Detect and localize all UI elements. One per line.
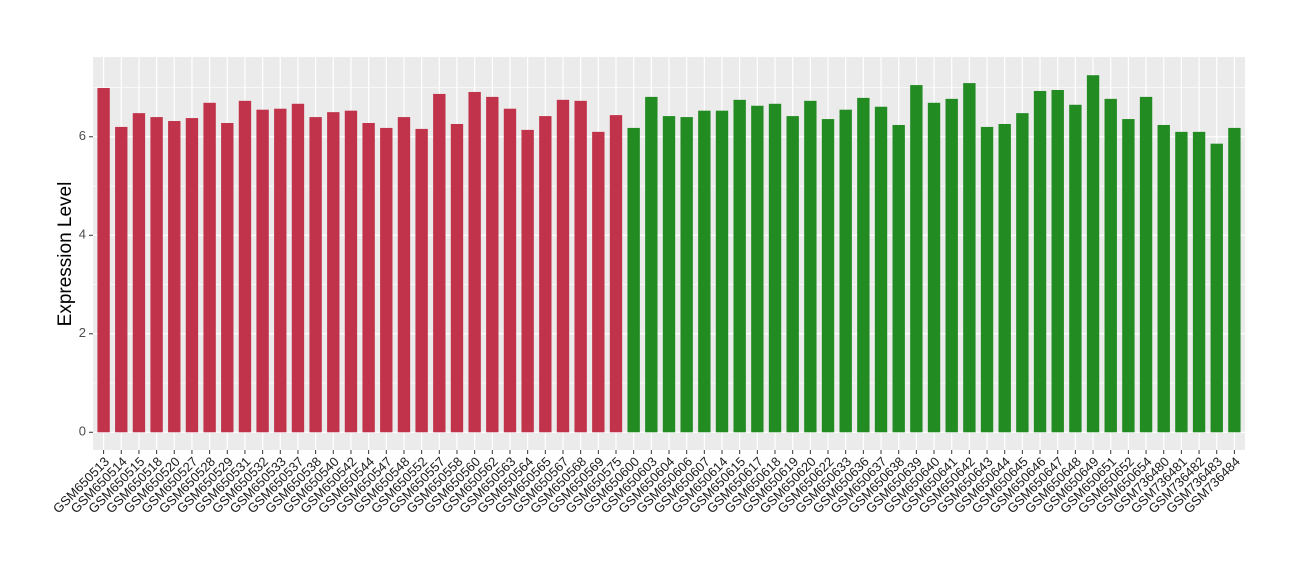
bar bbox=[662, 116, 676, 433]
bar bbox=[1210, 143, 1223, 433]
bar bbox=[168, 121, 181, 433]
bar bbox=[238, 100, 252, 433]
bar bbox=[521, 129, 534, 433]
bar bbox=[609, 115, 623, 433]
bar bbox=[1192, 131, 1206, 433]
bar bbox=[450, 123, 464, 433]
bar bbox=[397, 117, 411, 433]
bar bbox=[362, 122, 375, 433]
bar bbox=[1086, 75, 1100, 433]
bar bbox=[680, 117, 693, 433]
bar bbox=[804, 100, 817, 433]
bar bbox=[1016, 113, 1029, 433]
bar bbox=[910, 85, 923, 433]
bar bbox=[327, 112, 340, 433]
bar bbox=[892, 124, 905, 433]
bar bbox=[1122, 119, 1135, 433]
bar bbox=[839, 109, 852, 433]
bar bbox=[592, 131, 605, 433]
y-tick-label: 2 bbox=[79, 325, 86, 340]
bar bbox=[980, 126, 994, 433]
bar bbox=[380, 127, 393, 433]
bar bbox=[715, 110, 729, 433]
bar bbox=[733, 99, 746, 433]
bar bbox=[150, 117, 163, 433]
bar bbox=[556, 99, 570, 433]
bar bbox=[132, 113, 146, 433]
bar bbox=[486, 96, 499, 433]
bar bbox=[468, 91, 481, 433]
bar bbox=[309, 117, 322, 433]
bar bbox=[1051, 89, 1064, 433]
bar bbox=[1033, 90, 1047, 433]
y-tick-label: 4 bbox=[79, 227, 86, 242]
bar bbox=[539, 116, 552, 433]
bar bbox=[627, 127, 640, 433]
bar bbox=[1104, 98, 1117, 433]
bar bbox=[998, 123, 1011, 433]
bar bbox=[221, 122, 234, 433]
y-axis-title: Expression Level bbox=[55, 182, 76, 327]
bar bbox=[874, 106, 888, 433]
bar bbox=[927, 102, 941, 433]
bar bbox=[857, 97, 870, 433]
bar bbox=[786, 116, 799, 433]
bar bbox=[185, 118, 199, 433]
bar bbox=[291, 103, 305, 433]
bar bbox=[963, 83, 976, 433]
bar bbox=[1175, 131, 1188, 433]
bar bbox=[768, 103, 782, 433]
y-tick-label: 0 bbox=[79, 424, 86, 439]
bar bbox=[645, 96, 658, 433]
bar bbox=[1157, 124, 1170, 433]
bar bbox=[1069, 104, 1082, 433]
bar bbox=[344, 110, 358, 433]
bar bbox=[256, 109, 269, 433]
bar bbox=[1228, 127, 1241, 433]
bar bbox=[945, 98, 958, 433]
bar bbox=[821, 119, 835, 433]
bar bbox=[503, 108, 517, 433]
bar bbox=[97, 88, 110, 433]
bar bbox=[203, 102, 216, 433]
bar bbox=[1139, 96, 1153, 433]
bar bbox=[115, 126, 128, 433]
y-tick-label: 6 bbox=[79, 128, 86, 143]
bar bbox=[433, 93, 446, 433]
bar bbox=[751, 105, 764, 433]
bar bbox=[274, 108, 287, 433]
bar bbox=[415, 128, 428, 433]
bar bbox=[574, 100, 587, 433]
bar bbox=[698, 110, 711, 433]
